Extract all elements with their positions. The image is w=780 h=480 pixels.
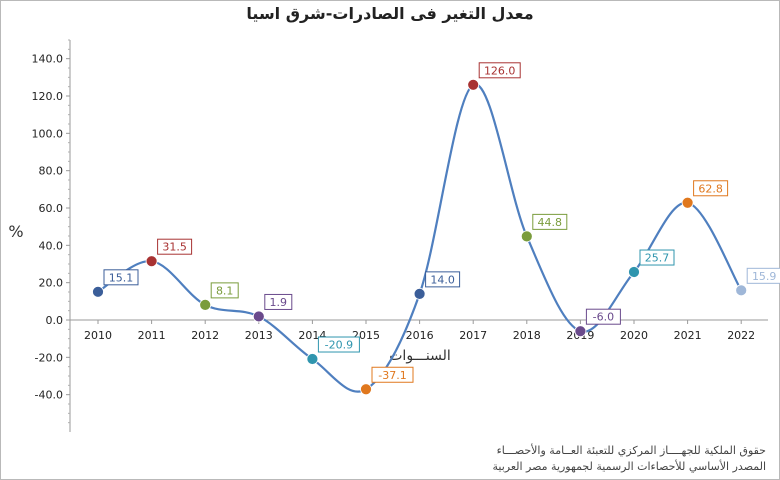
data-label: 62.8 bbox=[693, 180, 729, 197]
data-label-box bbox=[532, 213, 568, 230]
data-label-text: 15.9 bbox=[752, 270, 777, 283]
data-label-text: -37.1 bbox=[378, 369, 406, 382]
data-label: 8.1 bbox=[210, 282, 239, 299]
data-label-text: -6.0 bbox=[593, 311, 614, 324]
data-label-box bbox=[264, 293, 293, 310]
data-label: 31.5 bbox=[157, 238, 193, 255]
data-label-text: 14.0 bbox=[430, 273, 455, 286]
x-tick-label: 2017 bbox=[459, 329, 487, 342]
data-label: 126.0 bbox=[478, 62, 521, 79]
y-tick-label: 0.0 bbox=[46, 314, 64, 327]
y-tick-label: 80.0 bbox=[39, 165, 64, 178]
footer-source: المصدر الأساسي للأحصاءات الرسمية لجمهوري… bbox=[492, 460, 766, 473]
data-label: -6.0 bbox=[585, 308, 621, 325]
data-label-text: 8.1 bbox=[216, 284, 234, 297]
data-point bbox=[628, 266, 640, 278]
data-label: 14.0 bbox=[425, 271, 461, 288]
data-label-text: 62.8 bbox=[698, 182, 723, 195]
data-point bbox=[360, 383, 372, 396]
data-point bbox=[306, 353, 319, 365]
x-axis-title: السنـــوات bbox=[389, 348, 450, 364]
x-tick-label: 2013 bbox=[245, 329, 273, 342]
axes bbox=[66, 39, 768, 432]
data-label: 1.9 bbox=[264, 293, 293, 310]
data-label-box bbox=[639, 249, 675, 266]
y-tick-label: 120.0 bbox=[32, 90, 64, 103]
series-line bbox=[97, 83, 743, 393]
data-point bbox=[681, 196, 694, 209]
x-tick-label: 2012 bbox=[191, 329, 219, 342]
data-label-box bbox=[425, 271, 461, 288]
data-label-box bbox=[746, 267, 780, 284]
x-tick-label: 2020 bbox=[620, 329, 648, 342]
y-tick-label: 20.0 bbox=[39, 277, 64, 290]
data-label-text: 1.9 bbox=[270, 296, 288, 309]
data-point bbox=[467, 78, 480, 91]
y-tick-label: 140.0 bbox=[32, 53, 64, 66]
data-label-text: 31.5 bbox=[162, 241, 187, 254]
data-label: 15.1 bbox=[103, 269, 139, 286]
data-label-box bbox=[103, 269, 139, 286]
data-label-box bbox=[585, 308, 621, 325]
y-tick-label: 100.0 bbox=[32, 127, 64, 140]
data-point bbox=[92, 285, 104, 298]
data-label-box bbox=[693, 180, 729, 197]
x-tick-label: 2022 bbox=[727, 329, 755, 342]
x-tick-label: 2016 bbox=[406, 329, 434, 342]
data-label: -20.9 bbox=[317, 336, 360, 353]
data-label-text: 44.8 bbox=[538, 216, 563, 229]
data-label-text: 25.7 bbox=[645, 252, 670, 265]
data-point bbox=[145, 255, 158, 268]
data-label: -37.1 bbox=[371, 366, 414, 383]
data-point bbox=[574, 325, 587, 338]
data-point bbox=[252, 310, 265, 323]
data-label-box bbox=[371, 366, 414, 383]
data-label-text: 126.0 bbox=[484, 64, 516, 77]
y-tick-label: -40.0 bbox=[35, 389, 63, 402]
data-point bbox=[520, 230, 533, 243]
data-point bbox=[735, 284, 748, 297]
x-tick-label: 2021 bbox=[674, 329, 702, 342]
x-tick-label: 2018 bbox=[513, 329, 541, 342]
data-label-box bbox=[317, 336, 360, 353]
data-label: 25.7 bbox=[639, 249, 675, 266]
data-points bbox=[92, 78, 748, 396]
data-point bbox=[199, 298, 212, 311]
data-label: 44.8 bbox=[532, 213, 568, 230]
y-tick-label: -20.0 bbox=[35, 351, 63, 364]
data-label: 15.9 bbox=[746, 267, 780, 284]
y-tick-label: 40.0 bbox=[39, 239, 64, 252]
data-label-text: -20.9 bbox=[325, 339, 353, 352]
data-label-box bbox=[210, 282, 239, 299]
data-labels: 15.1 31.5 8.1 1.9 -20.9 -37.1 14.0 126.0 44.8 -6.… bbox=[103, 62, 780, 383]
y-tick-label: 60.0 bbox=[39, 202, 64, 215]
chart-title: معدل التغير فى الصادرات-شرق اسيا bbox=[246, 4, 534, 23]
x-tick-label: 2011 bbox=[138, 329, 166, 342]
footer-copyright: حقوق الملكية للجهــــاز المركزي للتعبئة … bbox=[496, 444, 766, 457]
data-label-box bbox=[157, 238, 193, 255]
data-point bbox=[413, 287, 426, 300]
x-tick-label: 2010 bbox=[84, 329, 112, 342]
y-axis-label: % bbox=[8, 222, 24, 241]
data-label-text: 15.1 bbox=[109, 271, 134, 284]
tick-labels: -40.0 -20.0 0.0 20.0 40.0 60.0 80.0 100.0 120.0 1… bbox=[32, 53, 756, 402]
data-label-box bbox=[478, 62, 521, 79]
